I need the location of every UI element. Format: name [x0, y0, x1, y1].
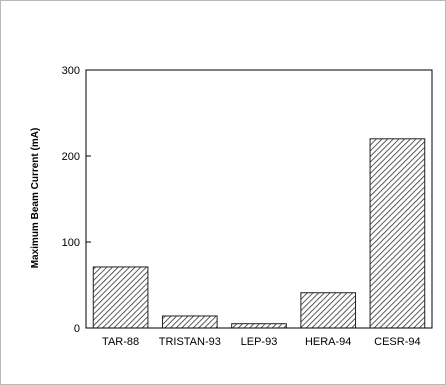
y-axis-title: Maximum Beam Current (mA): [30, 128, 41, 269]
y-tick-label: 200: [62, 151, 80, 163]
plot-area-frame: [85, 69, 433, 329]
y-tick-label: 300: [62, 65, 80, 77]
x-tick-label: TRISTAN-93: [159, 336, 221, 348]
bars-group: [92, 138, 426, 329]
bar-tar-88: [92, 266, 149, 329]
x-tick-label: HERA-94: [305, 336, 351, 348]
bar-tristan-93: [161, 315, 218, 329]
bar-hera-94: [300, 292, 357, 329]
bar-lep-93: [231, 323, 287, 329]
y-tick-label: 0: [74, 323, 80, 335]
x-tick-label: TAR-88: [102, 336, 139, 348]
y-tick-label: 100: [62, 237, 80, 249]
x-tick-label: CESR-94: [374, 336, 420, 348]
bar-cesr-94: [369, 138, 426, 329]
x-ticks-group: TAR-88 TRISTAN-93 LEP-93 HERA-94 CESR-94: [102, 336, 421, 348]
x-tick-label: LEP-93: [241, 336, 278, 348]
